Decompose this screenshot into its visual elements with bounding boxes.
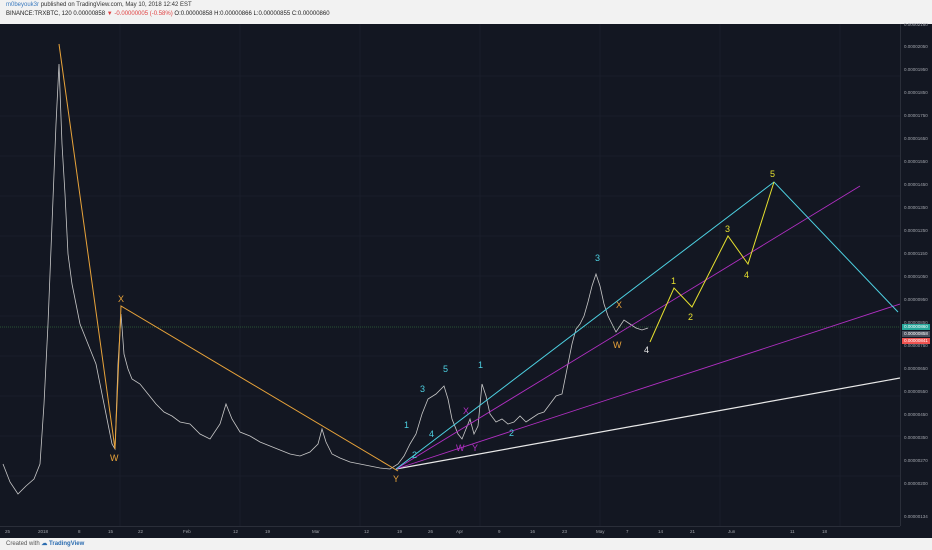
time-tick: 2018 xyxy=(38,529,49,534)
time-tick: May xyxy=(596,529,605,534)
price-tag-close: 0.00000858 xyxy=(902,331,930,337)
last-price: 0.00000858 xyxy=(73,11,106,17)
time-tick: 8 xyxy=(78,529,81,534)
time-tick: 7 xyxy=(626,529,629,534)
time-axis[interactable]: 25 2018 8 15 22 Feb 12 19 Mar 12 19 26 A… xyxy=(0,526,900,539)
symbol-info: BINANCE:TRXBTC, 120 0.00000858 ▼ -0.0000… xyxy=(6,11,330,17)
time-tick: 19 xyxy=(397,529,403,534)
wave-label: 3 xyxy=(420,384,425,394)
time-tick: 15 xyxy=(108,529,114,534)
orange-wave-lines xyxy=(58,43,399,472)
price-tick: 0.00000950 xyxy=(904,297,928,302)
price-tick: 0.00001950 xyxy=(904,67,928,72)
publish-info: m0beyouk3r published on TradingView.com,… xyxy=(6,2,192,8)
ohlc-values: O:0.00000858 H:0.00000866 L:0.00000855 C… xyxy=(174,11,330,17)
price-tick: 0.00002160 xyxy=(904,22,928,27)
price-tick: 0.00000450 xyxy=(904,412,928,417)
symbol-label: BINANCE:TRXBTC, 120 xyxy=(6,11,72,17)
time-tick: 11 xyxy=(790,529,795,534)
tradingview-brand[interactable]: TradingView xyxy=(49,541,85,547)
wave-label: 5 xyxy=(443,364,448,374)
time-tick: Mar xyxy=(312,529,320,534)
price-tick: 0.00000650 xyxy=(904,366,928,371)
price-series xyxy=(2,63,649,495)
wave-label: Y xyxy=(393,474,399,484)
wave-label: 3 xyxy=(595,253,600,263)
time-tick: Feb xyxy=(183,529,191,534)
time-tick: 9 xyxy=(498,529,501,534)
time-tick: 18 xyxy=(822,529,828,534)
chart-plot[interactable]: X W Y 1 2 3 4 5 X W Y 1 2 3 X W 4 1 2 3 … xyxy=(0,24,901,526)
price-tick: 0.00001650 xyxy=(904,136,928,141)
price-tick: 0.00001850 xyxy=(904,90,928,95)
price-tick: 0.00001450 xyxy=(904,182,928,187)
time-tick: 21 xyxy=(690,529,696,534)
white-trendline xyxy=(395,377,901,470)
time-tick: 12 xyxy=(364,529,370,534)
chart-header: m0beyouk3r published on TradingView.com,… xyxy=(0,0,932,24)
wave-label: 4 xyxy=(644,345,649,355)
yellow-projection xyxy=(649,181,775,343)
wave-label: 2 xyxy=(509,428,514,438)
wave-label: 2 xyxy=(412,450,417,460)
price-tag-current: 0.00000860 xyxy=(902,324,930,330)
publish-date: published on TradingView.com, May 10, 20… xyxy=(40,2,192,8)
created-with-label: Created with xyxy=(6,541,40,547)
wave-label: X xyxy=(616,300,622,310)
time-tick: 22 xyxy=(138,529,144,534)
price-tick: 0.00000850 xyxy=(904,320,928,325)
wave-label: 2 xyxy=(688,312,693,322)
price-tick: 0.00000270 xyxy=(904,458,928,463)
tradingview-logo-icon[interactable]: ☁ xyxy=(41,541,48,547)
price-tick: 0.00001350 xyxy=(904,205,928,210)
price-tick: 0.00000350 xyxy=(904,435,928,440)
price-tick: 0.00001250 xyxy=(904,228,928,233)
time-tick: 26 xyxy=(428,529,434,534)
time-tick: 12 xyxy=(233,529,239,534)
wave-labels: X W Y 1 2 3 4 5 X W Y 1 2 3 X W 4 1 2 3 … xyxy=(110,169,775,484)
time-tick: 19 xyxy=(265,529,271,534)
wave-label: 5 xyxy=(770,169,775,179)
price-axis[interactable]: 0.00002160 0.00002050 0.00001950 0.00001… xyxy=(900,22,932,526)
price-tick: 0.00001150 xyxy=(904,251,928,256)
magenta-trendline-upper xyxy=(395,185,861,470)
down-arrow-icon: ▼ xyxy=(106,11,113,17)
price-tick: 0.00000134 xyxy=(904,514,928,519)
wave-label: X xyxy=(463,406,469,416)
price-change: -0.00000005 (-0.58%) xyxy=(114,11,173,17)
wave-label: 4 xyxy=(744,270,749,280)
author-link[interactable]: m0beyouk3r xyxy=(6,2,40,8)
wave-label: 1 xyxy=(478,360,483,370)
price-tick: 0.00001750 xyxy=(904,113,928,118)
wave-label: W xyxy=(456,443,465,453)
chart-svg: X W Y 1 2 3 4 5 X W Y 1 2 3 X W 4 1 2 3 … xyxy=(0,24,901,526)
wave-label: W xyxy=(613,340,622,350)
price-tick: 0.00000750 xyxy=(904,343,928,348)
price-tick: 0.00001550 xyxy=(904,159,928,164)
wave-label: 1 xyxy=(404,420,409,430)
wave-label: 1 xyxy=(671,276,676,286)
time-tick: Apr xyxy=(456,529,464,534)
wave-label: X xyxy=(118,294,124,304)
price-tick: 0.00000200 xyxy=(904,481,928,486)
price-tick: 0.00002050 xyxy=(904,44,928,49)
price-tick: 0.00000550 xyxy=(904,389,928,394)
wave-label: 3 xyxy=(725,224,730,234)
time-tick: 25 xyxy=(5,529,11,534)
time-tick: 23 xyxy=(562,529,568,534)
price-tick: 0.00001050 xyxy=(904,274,928,279)
wave-label: 4 xyxy=(429,429,434,439)
grid xyxy=(0,24,900,526)
time-tick: Jun xyxy=(728,529,736,534)
price-tag-low: 0.00000841 xyxy=(902,338,930,344)
cyan-channel xyxy=(395,181,899,470)
magenta-trendline-lower xyxy=(395,303,901,470)
time-tick: 16 xyxy=(530,529,536,534)
wave-label: Y xyxy=(472,443,478,453)
time-tick: 14 xyxy=(658,529,664,534)
wave-label: W xyxy=(110,453,119,463)
chart-footer: Created with ☁ TradingView xyxy=(0,538,932,550)
